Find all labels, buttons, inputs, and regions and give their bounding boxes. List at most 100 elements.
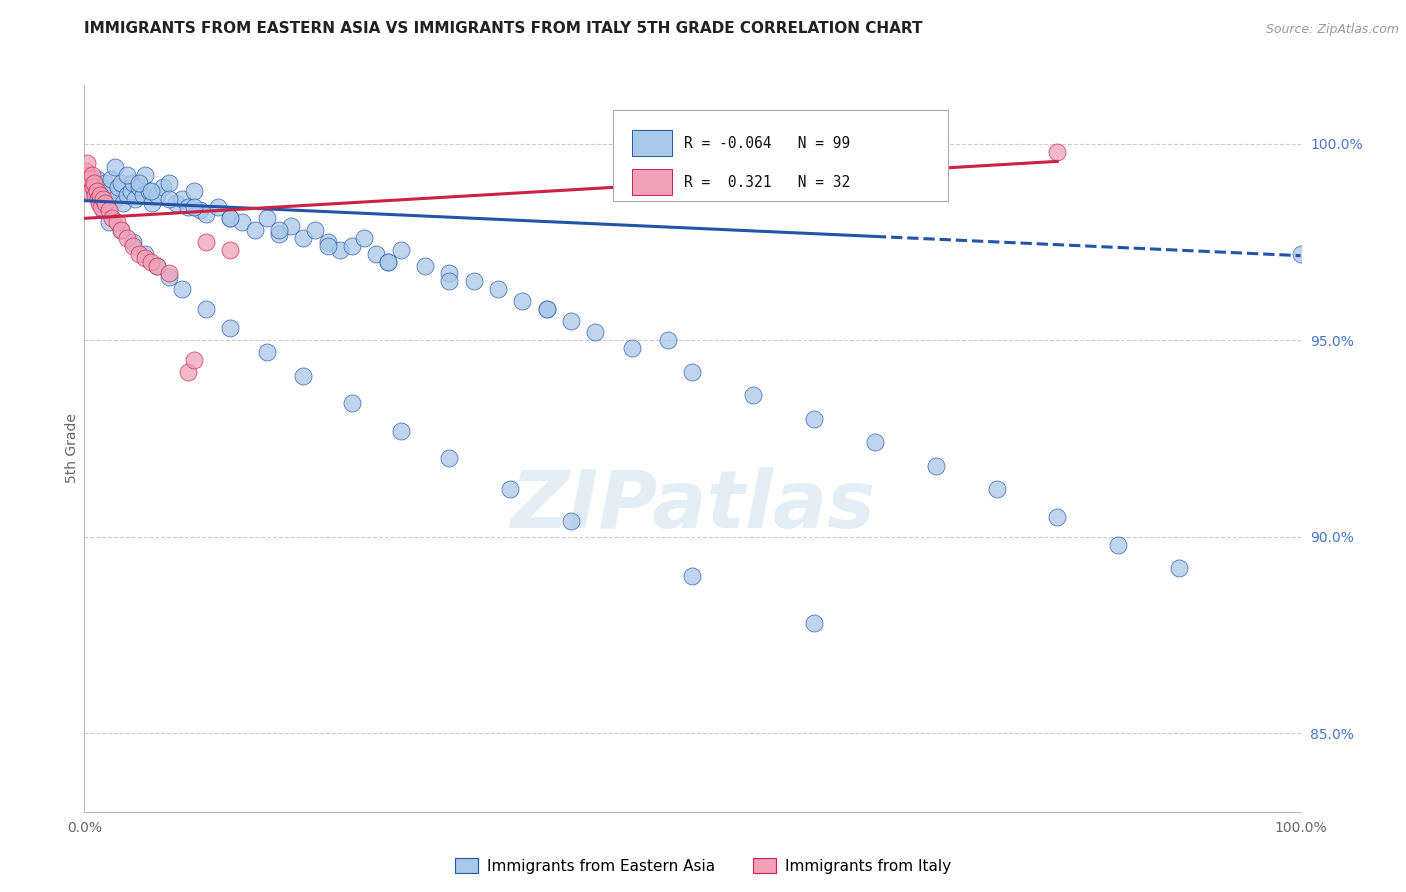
Point (79, 172, 101, 186)
Point (195, 301, 218, 316)
Point (80, 168, 103, 182)
Point (138, 184, 160, 198)
Point (183, 184, 205, 198)
Point (159, 176, 181, 190)
Point (536, 301, 558, 316)
Text: R = -0.064   N = 99: R = -0.064 N = 99 (683, 136, 851, 151)
Point (439, 451, 461, 466)
Point (115, 168, 138, 182)
Point (110, 223, 132, 237)
Point (97, 184, 120, 198)
Point (77, 176, 100, 190)
Point (243, 223, 266, 237)
Point (267, 223, 290, 237)
Point (682, 569, 704, 583)
Text: R =  0.321   N = 32: R = 0.321 N = 32 (683, 175, 851, 190)
Point (219, 211, 242, 226)
Point (87, 180, 110, 194)
Point (134, 168, 156, 182)
Point (219, 321, 242, 335)
Point (340, 396, 363, 410)
Point (560, 313, 582, 327)
Point (110, 176, 132, 190)
Point (353, 231, 375, 245)
Point (986, 483, 1008, 497)
Point (105, 215, 128, 229)
Point (141, 195, 163, 210)
Point (152, 180, 174, 194)
Point (170, 192, 193, 206)
Point (177, 200, 200, 214)
Point (620, 341, 643, 355)
Point (77, 184, 100, 198)
Point (79, 176, 101, 190)
Point (329, 243, 352, 257)
Point (146, 259, 169, 273)
Point (183, 200, 205, 214)
Point (82, 180, 104, 194)
Point (195, 207, 218, 221)
Point (128, 180, 150, 194)
Point (499, 483, 522, 497)
Point (76, 156, 98, 170)
Point (267, 227, 290, 241)
Point (170, 282, 193, 296)
Text: Source: ZipAtlas.com: Source: ZipAtlas.com (1265, 22, 1399, 36)
Point (536, 301, 558, 316)
Point (134, 251, 156, 265)
Point (104, 161, 127, 175)
Point (115, 231, 138, 245)
Point (87, 192, 110, 206)
Point (141, 254, 163, 268)
Point (91, 192, 114, 206)
Point (1046, 510, 1069, 524)
Point (91, 203, 114, 218)
Point (366, 246, 388, 260)
Point (128, 246, 150, 260)
Point (94, 195, 117, 210)
Point (128, 176, 150, 190)
Point (1107, 537, 1129, 551)
FancyBboxPatch shape (631, 169, 672, 195)
Point (292, 231, 315, 245)
Point (560, 514, 582, 528)
Point (122, 239, 145, 253)
Point (83, 184, 105, 198)
Point (86, 172, 108, 186)
Point (742, 388, 765, 402)
Point (439, 266, 461, 280)
Point (925, 458, 948, 473)
Point (803, 616, 825, 631)
Point (77, 168, 100, 182)
Point (122, 235, 145, 249)
Point (159, 270, 181, 285)
Point (115, 187, 138, 202)
Point (141, 184, 163, 198)
Point (86, 184, 108, 198)
Point (90, 200, 112, 214)
Point (84, 187, 107, 202)
Point (413, 259, 436, 273)
Point (219, 243, 242, 257)
Y-axis label: 5th Grade: 5th Grade (65, 413, 79, 483)
Legend: Immigrants from Eastern Asia, Immigrants from Italy: Immigrants from Eastern Asia, Immigrants… (449, 852, 957, 880)
Point (657, 333, 679, 347)
Point (159, 192, 181, 206)
Point (177, 365, 200, 379)
Point (304, 223, 326, 237)
Point (389, 424, 412, 438)
Point (1289, 246, 1312, 260)
Text: ZIPatlas: ZIPatlas (510, 467, 875, 545)
Point (107, 180, 129, 194)
Point (97, 203, 120, 218)
Point (803, 411, 825, 425)
Point (97, 215, 120, 229)
Point (219, 211, 242, 226)
Point (316, 239, 339, 253)
FancyBboxPatch shape (613, 111, 948, 201)
Point (316, 235, 339, 249)
Point (89, 187, 111, 202)
Point (122, 176, 145, 190)
Point (159, 266, 181, 280)
Point (292, 368, 315, 383)
